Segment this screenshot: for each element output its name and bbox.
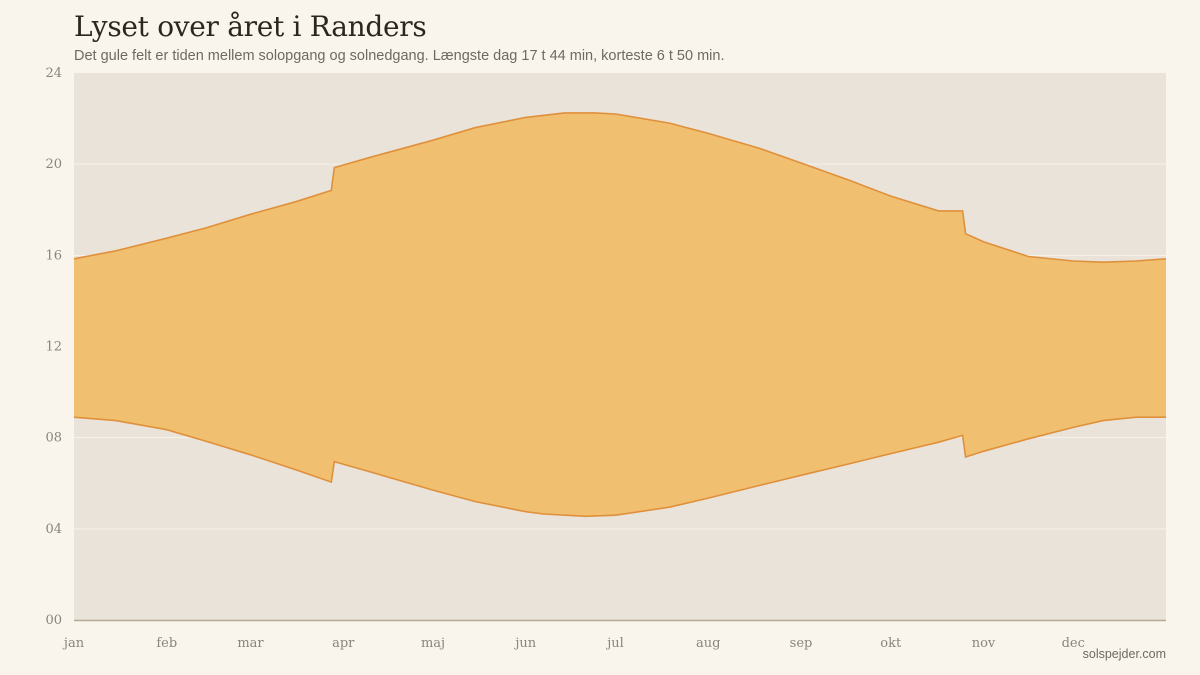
x-tick-label-aug: aug xyxy=(696,636,720,651)
y-tick-label: 04 xyxy=(45,522,62,537)
x-tick-label-mar: mar xyxy=(237,636,264,651)
x-tick-label-okt: okt xyxy=(880,636,902,651)
x-tick-label-feb: feb xyxy=(156,636,177,651)
y-tick-label: 16 xyxy=(45,248,62,263)
daylight-area xyxy=(74,112,1166,517)
x-tick-label-jun: jun xyxy=(513,636,536,651)
y-tick-label: 20 xyxy=(45,157,62,172)
chart-subtitle: Det gule felt er tiden mellem solopgang … xyxy=(74,48,725,64)
x-tick-label-apr: apr xyxy=(332,636,355,651)
y-tick-label: 12 xyxy=(45,340,62,355)
y-tick-label: 24 xyxy=(45,66,62,81)
credit-text: solspejder.com xyxy=(1082,647,1166,661)
x-tick-label-jul: jul xyxy=(605,636,624,651)
x-tick-label-sep: sep xyxy=(790,636,813,651)
y-tick-label: 08 xyxy=(45,431,62,446)
x-tick-label-maj: maj xyxy=(421,636,445,651)
x-tick-label-jan: jan xyxy=(62,636,85,651)
sunrise-line xyxy=(73,416,1166,518)
chart-title: Lyset over året i Randers xyxy=(74,10,427,43)
x-tick-label-nov: nov xyxy=(972,636,996,651)
sunset-line xyxy=(73,112,1167,264)
y-tick-label: 00 xyxy=(45,613,62,628)
x-tick-label-dec: dec xyxy=(1062,636,1085,651)
